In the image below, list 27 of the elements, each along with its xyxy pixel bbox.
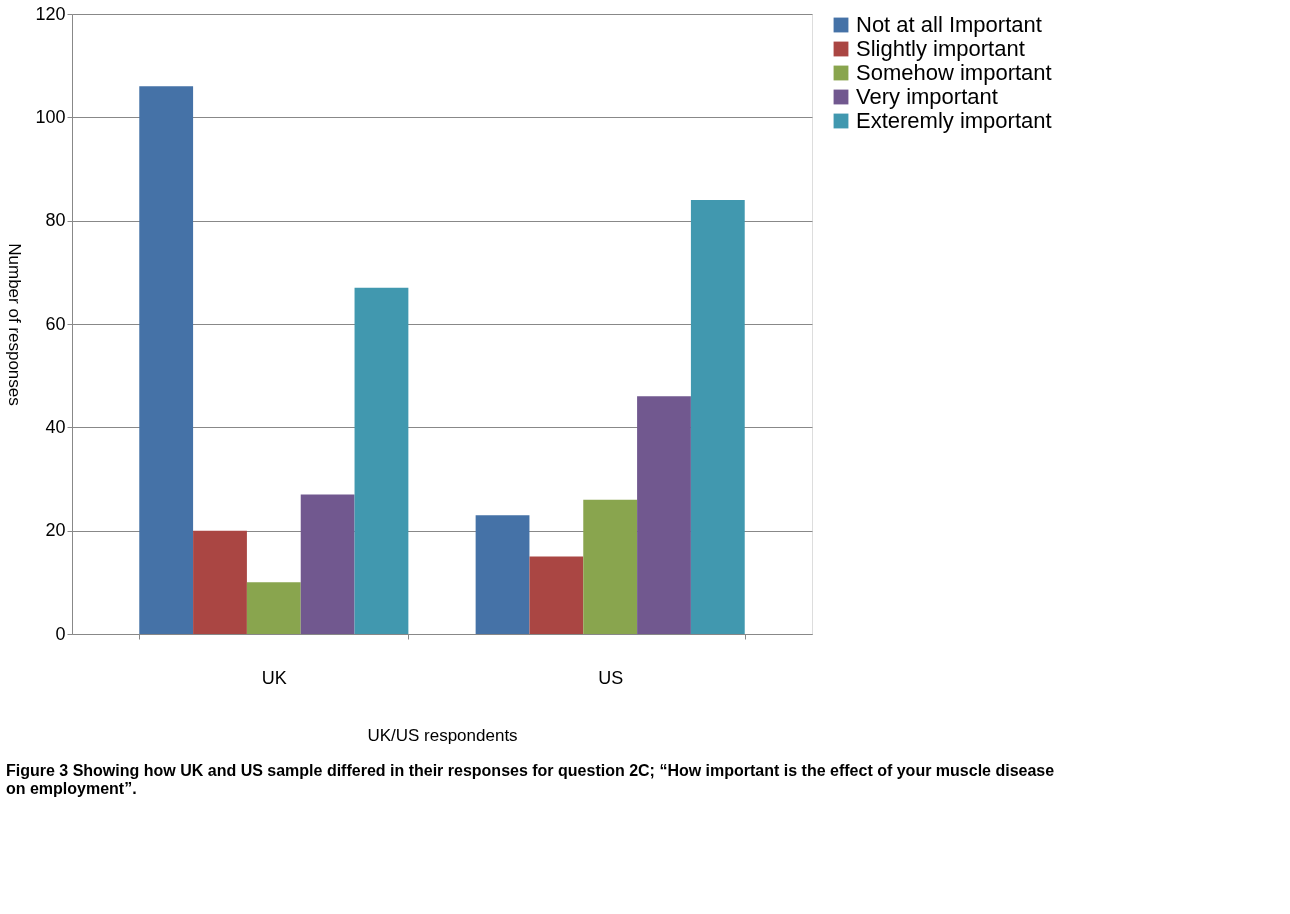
y-axis-title: Number of responses [5,243,25,406]
caption: Figure 3 Showing how UK and US sample differed in their responses for question 2C; “How important is the effect of your muscle disease on employment”. [5,762,1055,797]
legend-label: Slightly important [856,36,1025,61]
bar [300,494,355,634]
legend-label: Very important [856,84,998,109]
bar [529,556,584,634]
y-tick-label: 100 [35,106,66,127]
bar [475,515,530,634]
x-tick-label: UK [261,667,287,688]
bar [139,86,194,634]
y-tick-label: 120 [35,3,66,24]
x-axis-title: UK/US respondents [367,725,518,745]
legend-label: Not at all Important [856,12,1042,37]
x-tick-label: US [598,667,624,688]
y-tick-label: 60 [45,313,66,334]
bar [193,530,247,634]
y-tick-label: 40 [45,416,66,437]
y-tick-label: 0 [55,623,66,644]
bar [637,396,691,634]
bar [246,582,301,634]
legend-label: Exteremly important [856,108,1052,133]
legend-label: Somehow important [856,60,1052,85]
bar [690,200,745,634]
bar [354,287,409,634]
bar [583,499,638,634]
y-tick-label: 20 [45,520,66,541]
y-tick-label: 80 [45,210,66,231]
